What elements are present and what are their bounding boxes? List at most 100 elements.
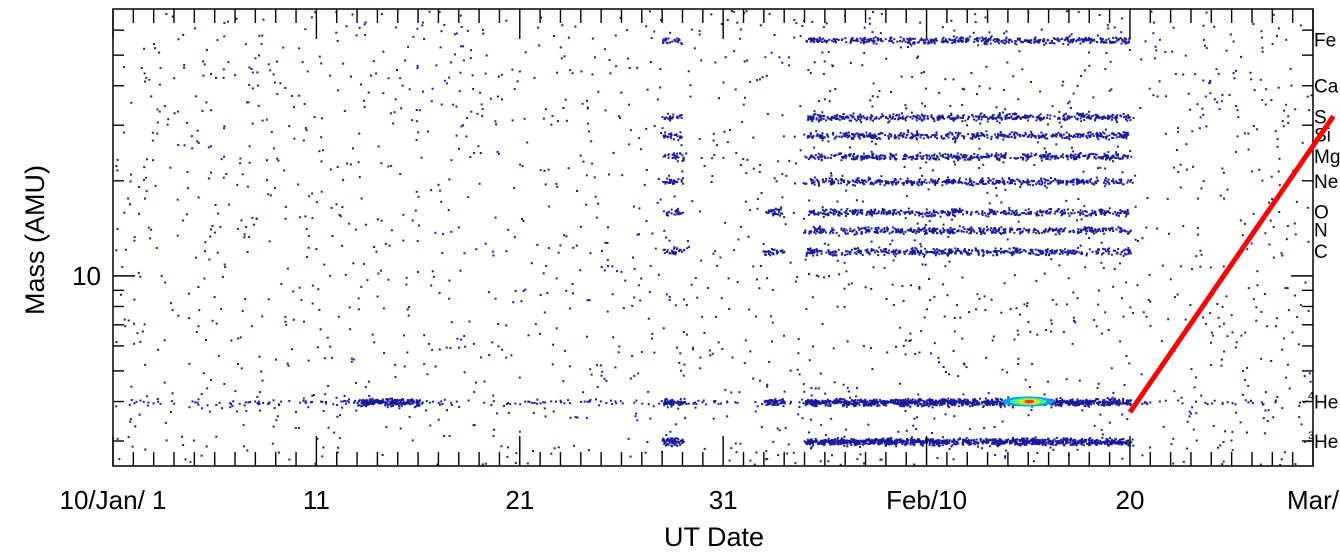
data-point (321, 117, 323, 120)
data-point (116, 228, 119, 230)
data-point (647, 317, 650, 320)
data-point (154, 184, 157, 187)
data-point (995, 117, 998, 120)
data-point (962, 154, 965, 157)
data-point (1058, 233, 1061, 236)
data-point (808, 273, 810, 276)
data-point (903, 212, 906, 215)
data-point (210, 145, 213, 148)
data-point (1100, 428, 1103, 431)
data-point (1073, 134, 1076, 137)
data-point (928, 220, 931, 223)
data-point (984, 309, 987, 312)
data-point (912, 115, 915, 117)
data-point (1079, 136, 1082, 139)
data-point (206, 404, 209, 407)
data-point (873, 40, 876, 43)
data-point (284, 315, 287, 318)
data-point (341, 244, 344, 247)
data-point (933, 154, 936, 157)
data-point (1259, 463, 1262, 466)
data-point (381, 454, 384, 456)
data-point (1003, 209, 1006, 212)
data-point (844, 154, 847, 157)
data-point (571, 72, 574, 75)
data-point (1003, 282, 1006, 285)
data-point (1116, 145, 1119, 148)
data-point (1086, 116, 1089, 119)
data-point (988, 208, 991, 211)
data-point (559, 46, 562, 49)
data-point (870, 212, 873, 215)
data-point (983, 427, 986, 430)
data-point (987, 392, 990, 395)
data-point (1189, 304, 1192, 307)
data-point (973, 181, 975, 184)
data-point (1121, 17, 1124, 20)
data-point (1108, 421, 1111, 424)
data-point (1162, 425, 1165, 428)
data-point (869, 136, 872, 139)
data-point (484, 72, 487, 75)
data-point (459, 71, 462, 74)
data-point (933, 214, 936, 217)
data-point (962, 116, 964, 119)
data-point (915, 137, 918, 140)
data-point (1002, 154, 1005, 157)
data-point (914, 352, 917, 355)
data-point (823, 40, 826, 43)
data-point (1101, 116, 1104, 119)
data-point (363, 262, 366, 265)
data-point (1087, 134, 1090, 137)
data-point (530, 262, 533, 265)
data-point (1090, 214, 1093, 217)
data-point (1078, 155, 1081, 157)
data-point (849, 153, 852, 156)
data-point (810, 387, 813, 390)
data-point (250, 325, 253, 328)
data-point (1024, 154, 1027, 157)
data-point (1018, 38, 1021, 40)
data-point (810, 394, 813, 397)
data-point (681, 442, 684, 445)
data-point (585, 417, 588, 420)
data-point (831, 229, 834, 232)
data-point (827, 460, 830, 463)
data-point (953, 330, 956, 333)
data-point (664, 134, 667, 137)
data-point (892, 113, 895, 116)
data-point (991, 181, 994, 184)
data-point (991, 116, 994, 119)
data-point (1127, 117, 1130, 120)
data-point (1058, 230, 1061, 233)
data-point (1066, 115, 1069, 118)
data-point (305, 228, 308, 230)
data-point (1243, 379, 1246, 381)
data-point (925, 212, 928, 214)
data-point (872, 135, 875, 138)
data-point (856, 37, 859, 40)
data-point (1038, 180, 1041, 183)
data-point (1071, 342, 1074, 345)
data-point (947, 211, 950, 214)
data-point (854, 181, 857, 183)
data-point (1126, 131, 1129, 134)
data-point (1266, 420, 1269, 423)
data-point (724, 56, 727, 59)
data-point (1032, 134, 1035, 137)
data-point (1048, 42, 1051, 45)
data-point (1066, 10, 1069, 13)
data-point (575, 244, 578, 247)
data-point (1060, 405, 1063, 408)
data-point (1113, 41, 1116, 44)
data-point (914, 158, 917, 161)
data-point (415, 120, 418, 123)
data-point (1061, 37, 1063, 40)
data-point (860, 155, 863, 158)
data-point (940, 210, 943, 213)
data-point (988, 37, 991, 40)
data-point (888, 114, 891, 117)
data-point (1059, 134, 1061, 137)
data-point (911, 231, 914, 233)
data-point (859, 113, 862, 116)
